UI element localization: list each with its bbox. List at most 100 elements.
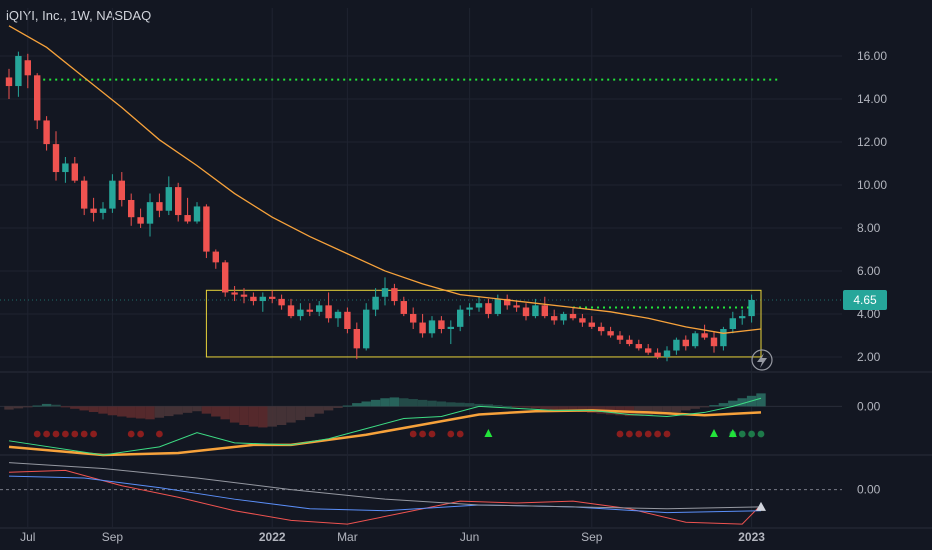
osc-bar bbox=[558, 406, 569, 411]
osc-dot bbox=[738, 430, 746, 438]
osc-bar bbox=[540, 406, 550, 410]
osc-dot bbox=[757, 430, 765, 438]
osc-bar bbox=[737, 398, 747, 407]
candle-body bbox=[447, 326, 454, 329]
y-tick-label: 6.00 bbox=[857, 264, 881, 278]
candle-body bbox=[701, 333, 708, 338]
x-tick-label: Sep bbox=[102, 530, 124, 544]
candle-body bbox=[287, 305, 295, 317]
y-tick-label: 0.00 bbox=[857, 483, 881, 497]
candle-body bbox=[99, 208, 107, 213]
osc-bar bbox=[370, 399, 381, 407]
candle-body bbox=[522, 307, 530, 317]
candle-body bbox=[372, 296, 379, 310]
candle-body bbox=[81, 180, 88, 209]
x-tick-label: Jun bbox=[460, 530, 479, 544]
chart-title: iQIYI, Inc., 1W, NASDAQ bbox=[6, 8, 152, 23]
candle-body bbox=[720, 329, 727, 347]
candle-body bbox=[137, 217, 144, 224]
osc-bar bbox=[323, 406, 334, 411]
candle-body bbox=[513, 305, 520, 308]
osc-bar bbox=[145, 406, 155, 420]
osc-bar bbox=[4, 406, 14, 410]
candle-body bbox=[43, 120, 50, 145]
osc-bar bbox=[88, 406, 99, 413]
candle-body bbox=[222, 262, 229, 293]
candle-body bbox=[344, 311, 351, 329]
osc-bar bbox=[352, 403, 362, 407]
candle-body bbox=[128, 200, 135, 218]
osc-bar bbox=[229, 406, 240, 423]
osc-triangle bbox=[484, 429, 493, 437]
candle-body bbox=[466, 307, 473, 310]
candle-body bbox=[391, 288, 398, 302]
candle-body bbox=[62, 163, 69, 173]
candle-body bbox=[569, 313, 577, 319]
candle-body bbox=[532, 305, 539, 317]
candle-body bbox=[607, 331, 614, 336]
candle-body bbox=[626, 339, 633, 345]
candle-body bbox=[34, 75, 41, 121]
candle-body bbox=[52, 144, 60, 173]
osc-bar bbox=[511, 406, 522, 408]
osc-slow-line bbox=[8, 409, 762, 457]
osc-bar bbox=[126, 406, 136, 418]
y-tick-label: 4.00 bbox=[857, 307, 881, 321]
osc-bar bbox=[681, 406, 691, 411]
candle-body bbox=[156, 202, 163, 211]
y-tick-label: 14.00 bbox=[857, 92, 887, 106]
osc-bar bbox=[314, 406, 324, 414]
osc-dot bbox=[33, 430, 41, 438]
candle-body bbox=[297, 309, 304, 317]
osc-signal-line bbox=[8, 397, 762, 456]
osc-bar bbox=[173, 406, 183, 415]
osc-line bbox=[8, 462, 762, 510]
candle-body bbox=[494, 298, 501, 314]
osc-bar bbox=[530, 406, 541, 409]
osc-dot bbox=[447, 430, 455, 438]
osc-dot bbox=[419, 430, 426, 438]
level-lines bbox=[37, 78, 780, 309]
candle-body bbox=[193, 206, 201, 222]
osc-dot bbox=[127, 430, 135, 438]
candle-body bbox=[485, 303, 492, 314]
osc-dot bbox=[635, 430, 643, 438]
candle-body bbox=[203, 206, 210, 252]
osc-bar bbox=[728, 400, 738, 407]
osc-dot bbox=[428, 430, 436, 438]
candle-body bbox=[24, 60, 31, 76]
osc-bar bbox=[342, 405, 353, 407]
osc-bar bbox=[643, 406, 653, 416]
candle-body bbox=[316, 305, 323, 312]
lightning-icon[interactable] bbox=[751, 349, 773, 371]
candle-body bbox=[165, 187, 172, 211]
osc-bar bbox=[690, 406, 700, 409]
candle-body bbox=[504, 298, 511, 306]
osc-bar bbox=[135, 406, 146, 419]
candle-body bbox=[419, 322, 426, 334]
osc-bar bbox=[117, 406, 127, 417]
y-tick-label: 0.00 bbox=[857, 399, 881, 413]
osc-bar bbox=[98, 406, 108, 414]
candle-body bbox=[353, 329, 360, 349]
osc-dot bbox=[43, 430, 50, 438]
osc-bar bbox=[333, 406, 343, 408]
candle-body bbox=[682, 339, 689, 347]
osc-bar bbox=[192, 406, 202, 412]
candle-body bbox=[71, 163, 78, 181]
candle-body bbox=[616, 335, 624, 340]
candle-body bbox=[748, 299, 755, 317]
candle-body bbox=[410, 313, 417, 323]
last-price-label: 4.65 bbox=[853, 293, 877, 307]
osc-bar bbox=[718, 403, 729, 407]
osc-bar bbox=[380, 398, 390, 407]
osc-bar bbox=[671, 406, 682, 413]
osc-dot bbox=[654, 430, 661, 438]
candle-body bbox=[645, 348, 652, 353]
x-tick-label: 2022 bbox=[259, 530, 286, 544]
candle-body bbox=[457, 309, 464, 327]
osc-bar bbox=[662, 406, 672, 414]
range-rectangle bbox=[205, 289, 762, 358]
osc-bar bbox=[248, 406, 259, 427]
